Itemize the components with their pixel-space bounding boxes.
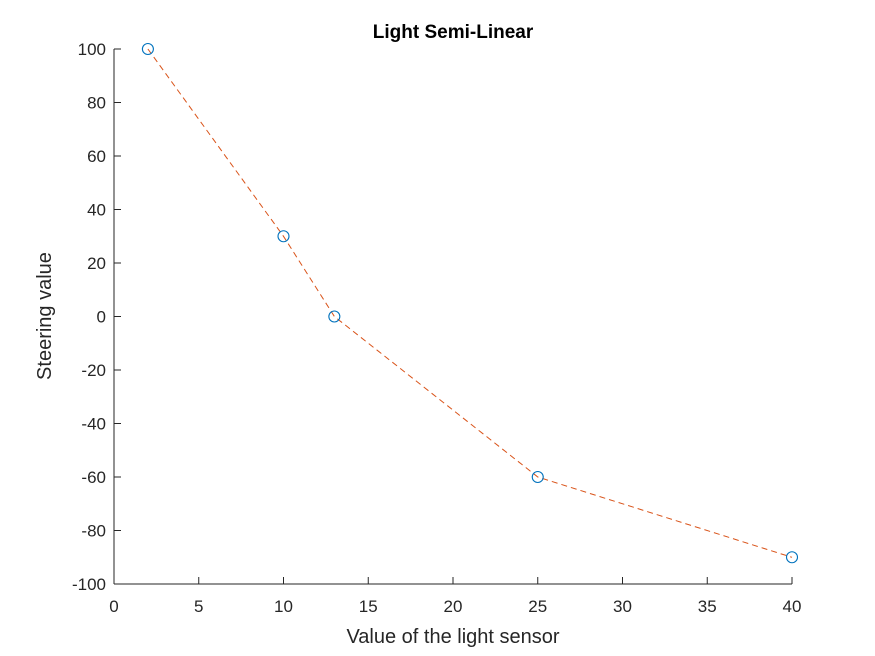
y-axis-label: Steering value xyxy=(34,252,56,380)
series-layer xyxy=(141,42,799,564)
chart-title: Light Semi-Linear xyxy=(373,22,534,43)
x-tick-label: 15 xyxy=(359,597,378,616)
x-tick-label: 30 xyxy=(613,597,632,616)
data-point-marker xyxy=(785,551,799,564)
x-tick-label: 5 xyxy=(194,597,203,616)
x-tick-label: 25 xyxy=(528,597,547,616)
series-line xyxy=(147,48,793,558)
data-point-marker xyxy=(328,310,341,323)
x-axis-label: Value of the light sensor xyxy=(346,626,559,648)
data-point-marker xyxy=(141,42,154,56)
x-tick-label: 20 xyxy=(444,597,463,616)
x-tick-label: 10 xyxy=(274,597,293,616)
y-axis-ticks: -100 -80 -60 -40 -20 0 20 40 60 80 100 xyxy=(72,40,121,594)
y-tick-label: -60 xyxy=(81,468,106,487)
y-tick-label: -20 xyxy=(81,361,106,380)
y-tick-label: -100 xyxy=(72,575,106,594)
y-tick-label: -40 xyxy=(81,415,106,434)
y-tick-label: 80 xyxy=(87,94,106,113)
y-tick-label: 100 xyxy=(78,40,106,59)
y-tick-label: 40 xyxy=(87,201,106,220)
y-tick-label: 20 xyxy=(87,254,106,273)
data-point-marker xyxy=(531,470,544,484)
data-point-marker xyxy=(277,230,290,243)
x-tick-label: 0 xyxy=(109,597,118,616)
x-axis-ticks: 0 5 10 15 20 25 30 35 40 xyxy=(109,577,801,616)
x-tick-label: 40 xyxy=(783,597,802,616)
y-tick-label: -80 xyxy=(81,522,106,541)
x-tick-label: 35 xyxy=(698,597,717,616)
y-tick-label: 0 xyxy=(97,308,106,327)
y-tick-label: 60 xyxy=(87,147,106,166)
